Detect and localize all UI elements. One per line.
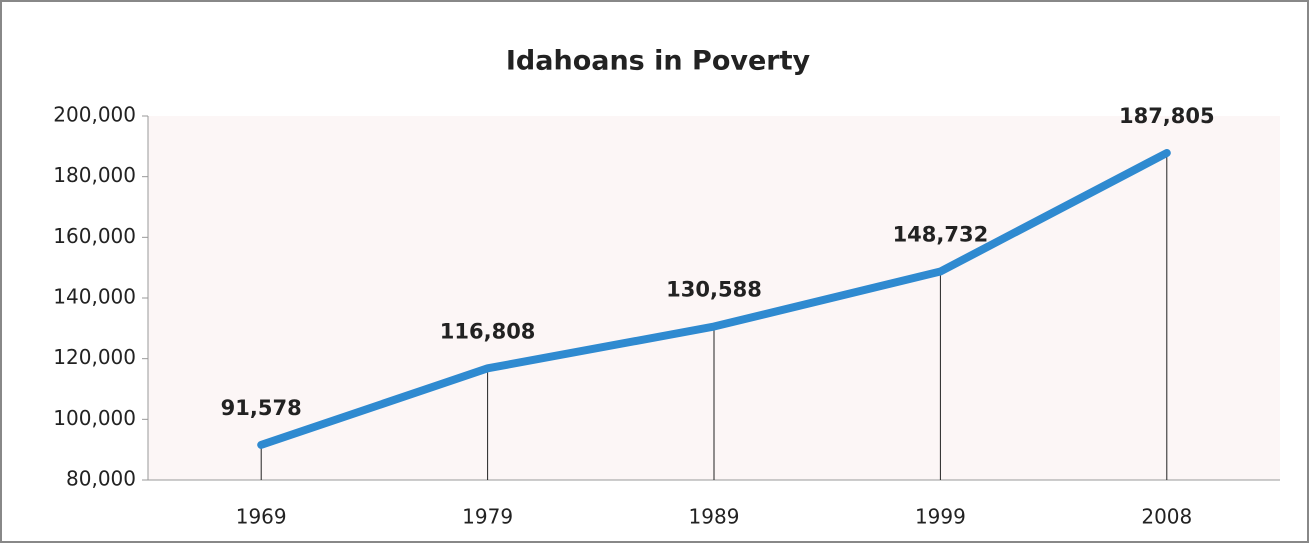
data-label: 187,805 — [1119, 104, 1215, 128]
y-tick-label: 120,000 — [53, 345, 136, 369]
data-label: 116,808 — [440, 319, 536, 343]
x-tick-label: 1979 — [462, 505, 513, 529]
y-tick-label: 140,000 — [53, 285, 136, 309]
y-tick-label: 100,000 — [53, 406, 136, 430]
y-tick-label: 200,000 — [53, 103, 136, 127]
x-tick-label: 1999 — [915, 505, 966, 529]
x-tick-label: 2008 — [1141, 505, 1192, 529]
data-label: 130,588 — [666, 278, 762, 302]
y-tick-label: 160,000 — [53, 224, 136, 248]
y-tick-label: 180,000 — [53, 163, 136, 187]
y-tick-label: 80,000 — [66, 467, 136, 491]
data-label: 91,578 — [221, 396, 302, 420]
chart-title: Idahoans in Poverty — [506, 46, 811, 77]
x-tick-label: 1969 — [236, 505, 287, 529]
x-tick-label: 1989 — [689, 505, 740, 529]
data-line — [257, 148, 1171, 449]
data-label: 148,732 — [893, 223, 989, 247]
